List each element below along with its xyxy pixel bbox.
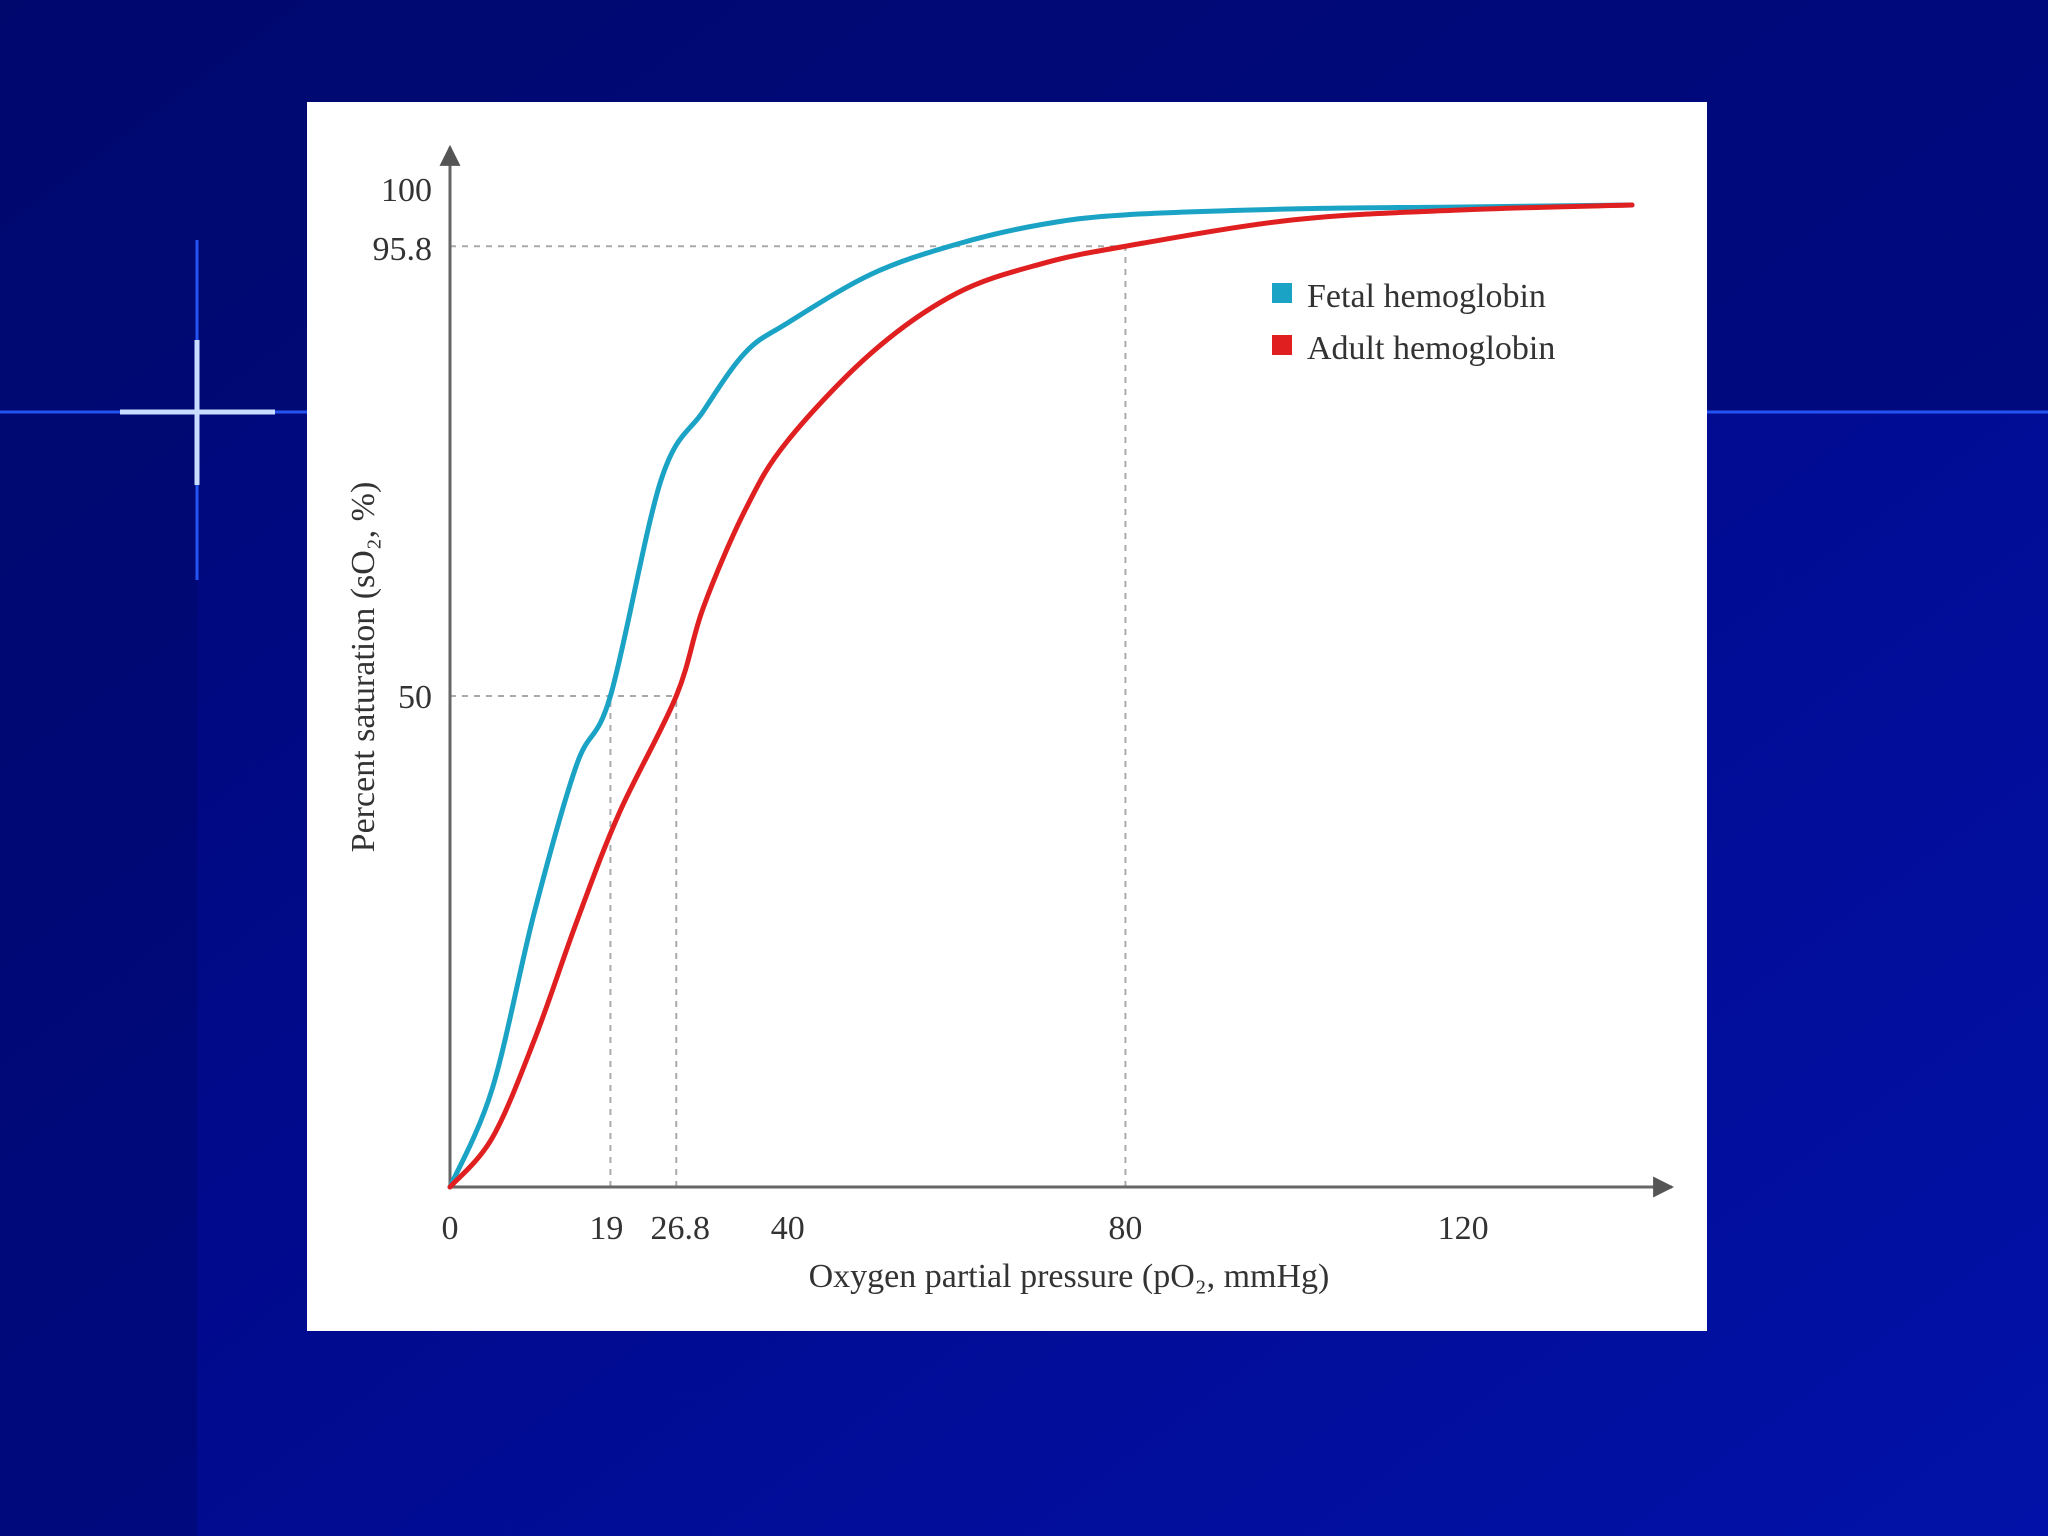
x-tick-label: 120 [1438, 1210, 1489, 1247]
x-tick-label: 40 [771, 1210, 805, 1247]
y-tick-label: 100 [381, 172, 432, 209]
x-tick-label: 0 [442, 1210, 459, 1247]
legend-swatch [1272, 335, 1292, 355]
chart-panel: 0 19 26.8 40 80 120 50 95.8 100 Oxygen partial p… [307, 102, 1707, 1331]
tick-labels: 0 19 26.8 40 80 120 50 95.8 100 [373, 172, 1489, 1247]
legend: Fetal hemoglobin Adult hemoglobin [1272, 278, 1555, 367]
x-tick-label: 80 [1108, 1210, 1142, 1247]
x-axis-title: Oxygen partial pressure (pO₂, mmHg) [809, 1258, 1330, 1295]
legend-label: Adult hemoglobin [1307, 330, 1555, 367]
legend-swatch [1272, 283, 1292, 303]
series-line-fetal-hemoglobin [447, 202, 1635, 1190]
series-lines [447, 202, 1635, 1190]
series-line-adult-hemoglobin [447, 202, 1635, 1190]
x-tick-label: 26.8 [651, 1210, 711, 1247]
y-tick-label: 50 [398, 679, 432, 716]
legend-label: Fetal hemoglobin [1307, 278, 1546, 315]
reference-lines [450, 245, 1127, 1187]
y-axis-title: Percent saturation (sO₂, %) [345, 482, 382, 853]
y-tick-label: 95.8 [373, 231, 433, 268]
x-tick-label: 19 [589, 1210, 623, 1247]
left-band [0, 412, 197, 1536]
oxygen-dissociation-chart: 0 19 26.8 40 80 120 50 95.8 100 Oxygen partial p… [345, 144, 1675, 1295]
